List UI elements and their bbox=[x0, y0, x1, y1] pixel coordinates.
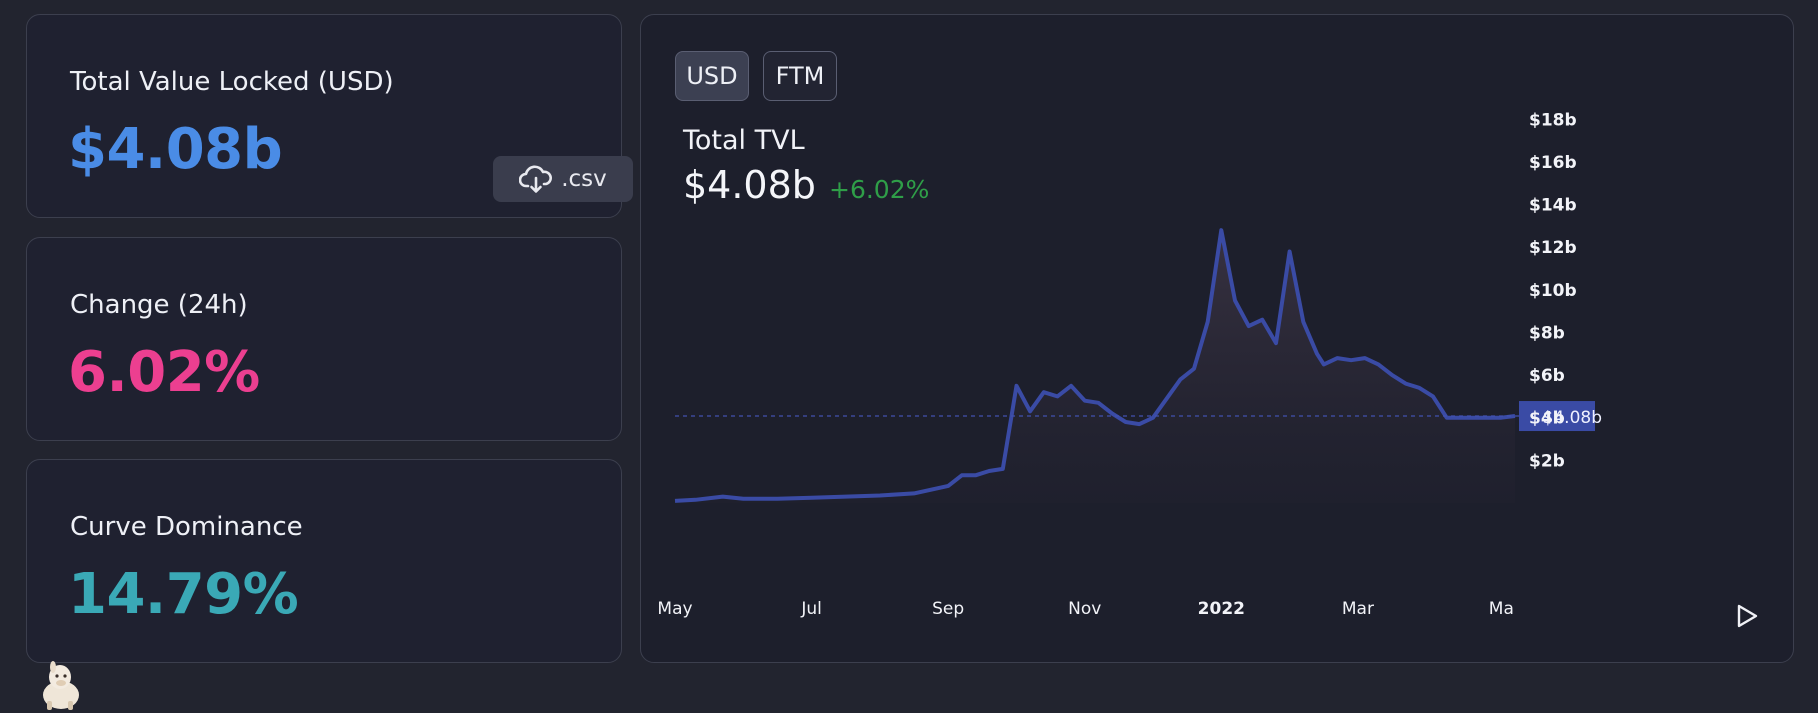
csv-label: .csv bbox=[561, 166, 607, 192]
tvl-series-line bbox=[674, 228, 1516, 503]
x-tick-label: Nov bbox=[1068, 599, 1101, 619]
usd-toggle[interactable]: USD bbox=[675, 51, 749, 101]
current-value-badge bbox=[1519, 401, 1595, 432]
tvl-value: $4.08b bbox=[68, 117, 283, 182]
y-tick-label: $2b bbox=[1529, 451, 1565, 471]
chart-current-value: $4.08b bbox=[683, 163, 816, 207]
tvl-chart-card: USD FTM Total TVL $4.08b +6.02% - $4.08b… bbox=[640, 14, 1794, 663]
ftm-toggle[interactable]: FTM bbox=[763, 51, 837, 101]
x-tick-label: May bbox=[657, 599, 692, 619]
change-value: 6.02% bbox=[68, 340, 260, 405]
x-tick-label: Mar bbox=[1342, 599, 1374, 619]
x-tick-label: 2022 bbox=[1198, 599, 1245, 619]
dominance-value: 14.79% bbox=[68, 562, 299, 627]
tvl-area-fill bbox=[675, 230, 1515, 503]
y-tick-label: $16b bbox=[1529, 153, 1577, 173]
llama-mascot-icon bbox=[43, 661, 79, 710]
cloud-download-icon bbox=[519, 165, 553, 193]
x-tick-label: Ma bbox=[1489, 599, 1514, 619]
chart-change: +6.02% bbox=[829, 175, 930, 204]
chart-title: Total TVL bbox=[683, 125, 805, 156]
dominance-label: Curve Dominance bbox=[70, 512, 303, 542]
y-tick-label: $10b bbox=[1529, 281, 1577, 301]
y-tick-label: $6b bbox=[1529, 366, 1565, 386]
change-label: Change (24h) bbox=[70, 290, 248, 320]
y-tick-label: $18b bbox=[1529, 110, 1577, 130]
play-icon[interactable] bbox=[1737, 604, 1758, 628]
y-tick-label: $8b bbox=[1529, 323, 1565, 343]
current-value-label: - $4.08b bbox=[1531, 408, 1602, 428]
y-tick-label: $14b bbox=[1529, 196, 1577, 216]
change-card: Change (24h) 6.02% bbox=[26, 237, 622, 441]
x-tick-label: Sep bbox=[932, 599, 964, 619]
download-csv-button[interactable]: .csv bbox=[493, 156, 633, 202]
tvl-card: Total Value Locked (USD) $4.08b .csv bbox=[26, 14, 633, 218]
tvl-label: Total Value Locked (USD) bbox=[70, 67, 394, 97]
tvl-area-chart[interactable]: - $4.08b $2b $4b $6b $8b $10b $12b $14b $16b $18b… bbox=[641, 15, 1795, 664]
dominance-card: Curve Dominance 14.79% bbox=[26, 459, 622, 663]
x-tick-label: Jul bbox=[800, 599, 822, 619]
y-tick-label: $12b bbox=[1529, 238, 1577, 258]
y-tick-label: $4b bbox=[1529, 409, 1565, 429]
